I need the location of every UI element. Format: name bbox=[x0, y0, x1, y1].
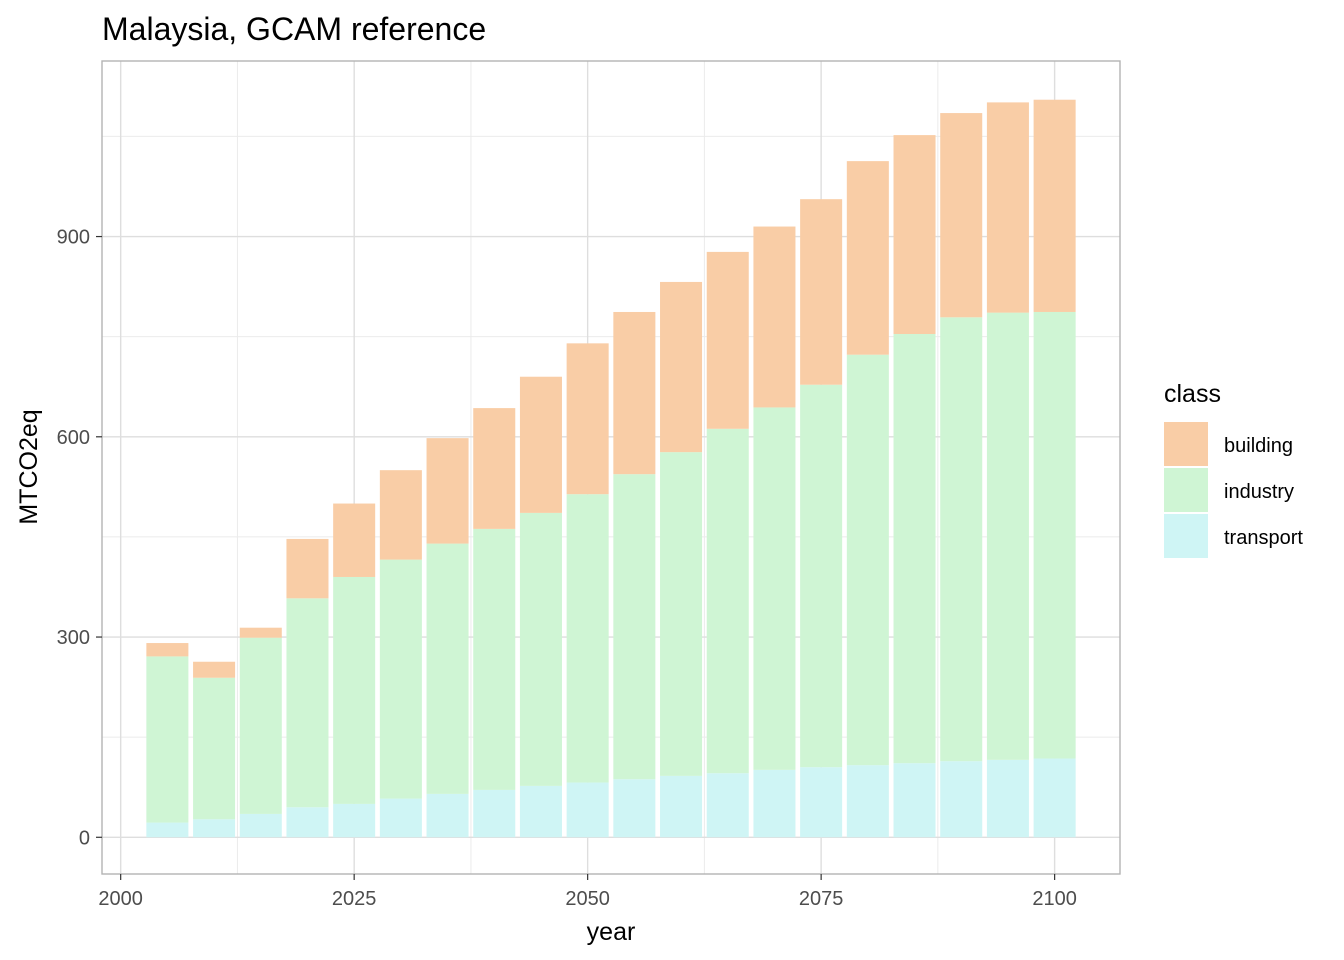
bar-transport-2060 bbox=[660, 775, 703, 838]
bar-building-2090 bbox=[940, 113, 983, 318]
bar-transport-2065 bbox=[706, 773, 749, 838]
bar-building-2085 bbox=[893, 135, 936, 335]
bar-transport-2095 bbox=[986, 759, 1029, 838]
bar-industry-2030 bbox=[379, 559, 422, 799]
x-tick-label: 2100 bbox=[1032, 888, 1077, 910]
bar-transport-2080 bbox=[846, 765, 889, 838]
bar-transport-2100 bbox=[1033, 758, 1076, 838]
bar-building-2095 bbox=[986, 102, 1029, 313]
bar-industry-2100 bbox=[1033, 311, 1076, 759]
bar-industry-2050 bbox=[566, 494, 609, 783]
panel-border bbox=[101, 60, 1121, 875]
bar-industry-2090 bbox=[940, 317, 983, 762]
bar-industry-2040 bbox=[473, 528, 516, 790]
bar-transport-2030 bbox=[379, 798, 422, 838]
bar-industry-2085 bbox=[893, 334, 936, 764]
x-tick-label: 2025 bbox=[332, 888, 377, 910]
bar-transport-2090 bbox=[940, 761, 983, 838]
bar-transport-2070 bbox=[753, 769, 796, 838]
legend-label-building: building bbox=[1224, 435, 1293, 457]
bar-building-2040 bbox=[473, 408, 516, 529]
bar-industry-2010 bbox=[193, 677, 236, 820]
legend-label-industry: industry bbox=[1224, 481, 1294, 503]
legend-title: class bbox=[1164, 380, 1221, 408]
bar-building-2080 bbox=[846, 161, 889, 355]
bar-transport-2035 bbox=[426, 793, 469, 838]
bar-building-2005 bbox=[146, 643, 189, 657]
bar-transport-2005 bbox=[146, 822, 189, 838]
legend: building industry transport bbox=[1164, 422, 1303, 558]
bar-building-2070 bbox=[753, 226, 796, 408]
chart-title: Malaysia, GCAM reference bbox=[102, 11, 486, 47]
bar-transport-2075 bbox=[800, 767, 843, 838]
bar-industry-2005 bbox=[146, 656, 189, 823]
x-tick-label: 2075 bbox=[799, 888, 844, 910]
x-tick-label: 2050 bbox=[565, 888, 610, 910]
legend-key-industry bbox=[1164, 468, 1208, 512]
bar-building-2025 bbox=[333, 503, 376, 577]
bar-transport-2040 bbox=[473, 789, 516, 838]
bar-building-2075 bbox=[800, 199, 843, 385]
legend-key-transport bbox=[1164, 514, 1208, 558]
y-tick-label: 300 bbox=[57, 627, 90, 649]
bar-industry-2035 bbox=[426, 543, 469, 794]
x-axis-title: year bbox=[587, 918, 636, 946]
y-tick-label: 600 bbox=[57, 427, 90, 449]
bar-transport-2015 bbox=[239, 813, 282, 838]
bar-industry-2080 bbox=[846, 354, 889, 766]
legend-key-building bbox=[1164, 422, 1208, 466]
bar-transport-2050 bbox=[566, 782, 609, 838]
bar-industry-2055 bbox=[613, 474, 656, 780]
bar-building-2100 bbox=[1033, 99, 1076, 312]
bar-transport-2045 bbox=[519, 785, 562, 838]
bar-building-2055 bbox=[613, 311, 656, 475]
bar-industry-2095 bbox=[986, 312, 1029, 760]
bar-building-2050 bbox=[566, 343, 609, 495]
bar-building-2065 bbox=[706, 251, 749, 429]
bar-transport-2025 bbox=[333, 803, 376, 838]
bar-industry-2020 bbox=[286, 598, 329, 808]
bar-industry-2075 bbox=[800, 384, 843, 768]
bar-transport-2055 bbox=[613, 779, 656, 838]
bar-industry-2045 bbox=[519, 512, 562, 786]
bar-transport-2085 bbox=[893, 763, 936, 838]
bar-building-2015 bbox=[239, 627, 282, 638]
bar-building-2020 bbox=[286, 538, 329, 599]
bar-building-2010 bbox=[193, 661, 236, 678]
x-tick-label: 2000 bbox=[98, 888, 143, 910]
legend-label-transport: transport bbox=[1224, 527, 1303, 549]
y-tick-label: 0 bbox=[79, 827, 90, 849]
bar-industry-2065 bbox=[706, 428, 749, 774]
bar-transport-2020 bbox=[286, 807, 329, 838]
y-tick-label: 900 bbox=[57, 227, 90, 249]
bar-building-2035 bbox=[426, 438, 469, 544]
bar-transport-2010 bbox=[193, 819, 236, 838]
plot-area: 0 300 600 900 2000 2025 2050 2075 2100 bbox=[57, 60, 1121, 910]
y-axis-title: MTCO2eq bbox=[15, 409, 43, 524]
bar-building-2045 bbox=[519, 376, 562, 513]
bar-industry-2025 bbox=[333, 576, 376, 804]
bar-building-2030 bbox=[379, 470, 422, 560]
bar-industry-2070 bbox=[753, 407, 796, 770]
bar-industry-2015 bbox=[239, 637, 282, 814]
bar-industry-2060 bbox=[660, 452, 703, 776]
bar-building-2060 bbox=[660, 281, 703, 453]
